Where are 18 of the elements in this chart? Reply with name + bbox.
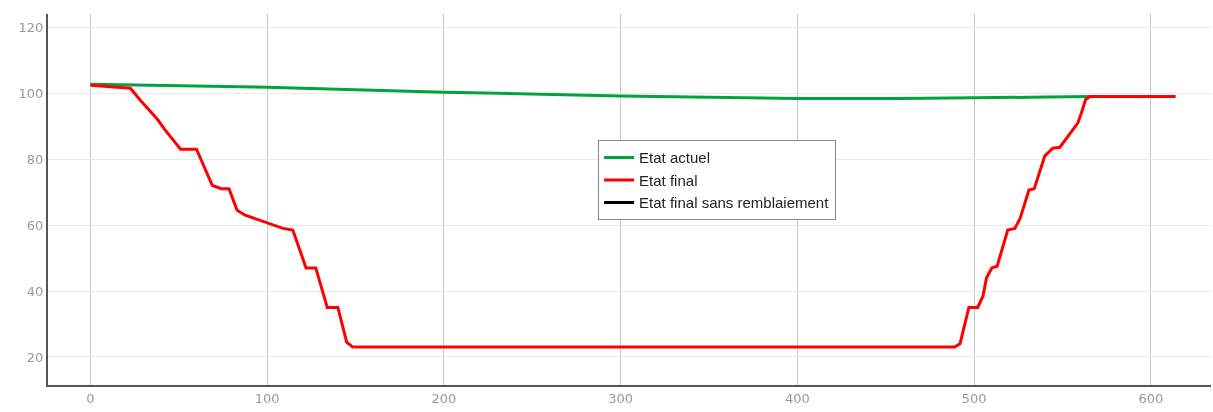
y-tick-label: 60 bbox=[26, 217, 44, 233]
y-tick-label: 80 bbox=[26, 151, 44, 167]
x-tick-label: 300 bbox=[608, 390, 634, 406]
x-tick-label: 600 bbox=[1138, 390, 1164, 406]
legend-label: Etat final sans remblaiement bbox=[639, 194, 830, 212]
line-series bbox=[88, 82, 1092, 100]
y-tick-label: 100 bbox=[18, 85, 44, 101]
y-tick-label: 20 bbox=[26, 349, 44, 365]
y-tick-label: 40 bbox=[26, 283, 44, 299]
legend-label: Etat actuel bbox=[639, 149, 710, 167]
x-tick-label: 400 bbox=[785, 390, 810, 406]
x-tick-label: 200 bbox=[431, 390, 457, 406]
x-tick-label: 100 bbox=[254, 390, 280, 406]
y-tick-label: 120 bbox=[18, 19, 44, 35]
legend-label: Etat final bbox=[639, 171, 698, 189]
line-series bbox=[88, 83, 1178, 349]
x-tick-label: 500 bbox=[961, 390, 987, 406]
x-tick-label: 0 bbox=[86, 390, 95, 406]
